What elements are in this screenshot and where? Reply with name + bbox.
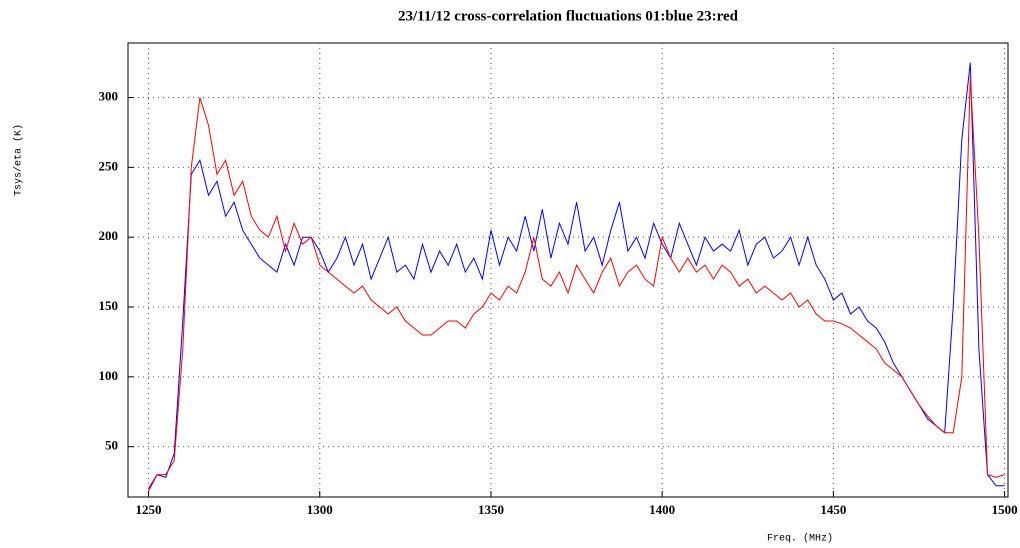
y-tick-label: 200 xyxy=(99,228,119,243)
y-tick-label: 250 xyxy=(99,158,119,173)
x-tick-label: 1400 xyxy=(649,502,675,517)
y-axis-label: Tsys/eta (K) xyxy=(13,124,25,196)
chart-title: 23/11/12 cross-correlation fluctuations … xyxy=(398,8,739,24)
x-tick-label: 1350 xyxy=(478,502,504,517)
x-tick-label: 1300 xyxy=(307,502,333,517)
y-tick-label: 150 xyxy=(99,298,119,313)
x-tick-label: 1450 xyxy=(820,502,846,517)
y-tick-label: 300 xyxy=(99,88,119,103)
data-line xyxy=(148,76,1005,492)
y-tick-label: 50 xyxy=(105,438,118,453)
data-line xyxy=(148,62,1005,489)
y-tick-label: 100 xyxy=(99,368,119,383)
x-tick-label: 1250 xyxy=(136,502,162,517)
x-tick-label: 1500 xyxy=(992,502,1018,517)
plot-frame xyxy=(127,42,1009,498)
x-axis-label: Freq. (MHz) xyxy=(767,533,833,545)
